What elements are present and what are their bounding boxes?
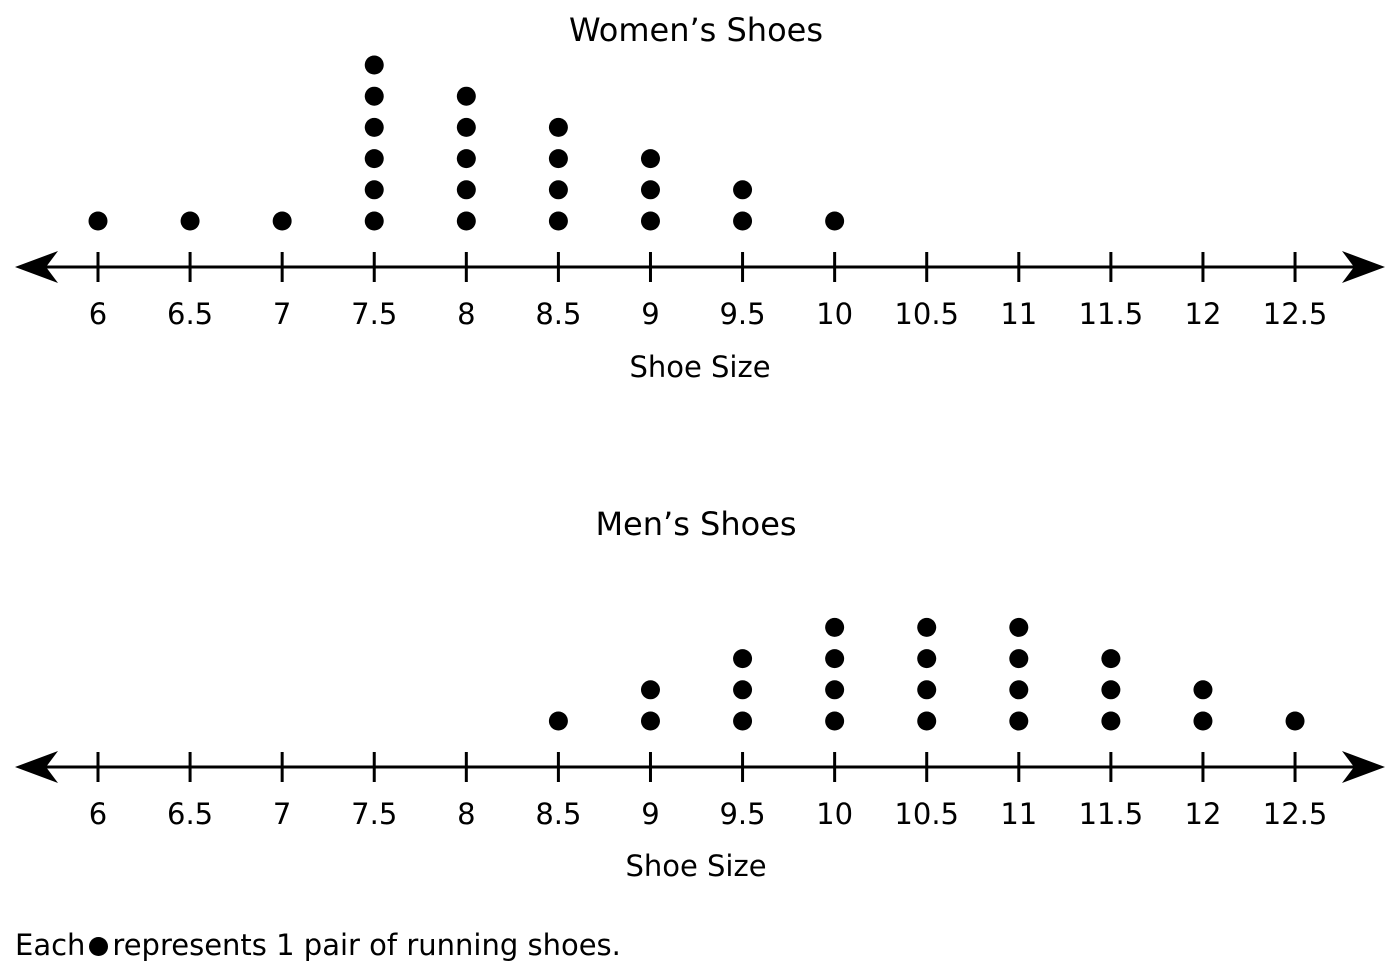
tick-label: 10.5 (894, 797, 959, 831)
data-dot (456, 211, 476, 231)
data-dot (825, 211, 845, 231)
data-dot (1009, 617, 1029, 637)
x-axis-label: Shoe Size (625, 849, 766, 883)
right-arrow-icon (1342, 251, 1385, 283)
data-dot (733, 211, 753, 231)
legend-dot-icon (89, 937, 109, 956)
data-dot (1009, 711, 1029, 731)
tick-label: 12 (1185, 297, 1222, 331)
chart-title: Men’s Shoes (595, 505, 796, 543)
tick-label: 11 (1000, 797, 1037, 831)
data-dot (548, 180, 568, 200)
tick-label: 6.5 (167, 297, 213, 331)
tick-label: 7 (273, 797, 291, 831)
data-dot (456, 149, 476, 169)
tick-label: 6 (89, 297, 107, 331)
data-dot (88, 211, 108, 231)
tick-label: 8.5 (535, 797, 581, 831)
data-dot (364, 211, 384, 231)
tick-label: 8.5 (535, 297, 581, 331)
data-dot (640, 180, 660, 200)
data-dot (825, 617, 845, 637)
tick-label: 10.5 (894, 297, 959, 331)
data-dot (364, 117, 384, 137)
data-dot (917, 680, 937, 700)
data-dot (364, 55, 384, 75)
data-dot (180, 211, 200, 231)
data-dot (640, 149, 660, 169)
tick-label: 9.5 (719, 797, 765, 831)
data-dot (640, 711, 660, 731)
data-dot (825, 711, 845, 731)
tick-label: 6.5 (167, 797, 213, 831)
tick-label: 11 (1000, 297, 1037, 331)
right-arrow-icon (1342, 751, 1385, 783)
left-arrow-icon (15, 751, 58, 783)
data-dot (1009, 649, 1029, 669)
data-dot (456, 117, 476, 137)
tick-label: 7.5 (351, 297, 397, 331)
data-dot (733, 711, 753, 731)
data-dot (548, 211, 568, 231)
data-dot (364, 180, 384, 200)
data-dot (456, 180, 476, 200)
tick-label: 11.5 (1079, 797, 1144, 831)
data-dot (272, 211, 292, 231)
tick-label: 12 (1185, 797, 1222, 831)
tick-label: 11.5 (1079, 297, 1144, 331)
tick-label: 10 (816, 297, 853, 331)
data-dot (1193, 680, 1213, 700)
data-dot (1101, 680, 1121, 700)
tick-label: 9 (641, 797, 659, 831)
legend-suffix: represents 1 pair of running shoes. (112, 928, 621, 962)
legend-prefix: Each (15, 928, 86, 962)
data-dot (364, 86, 384, 106)
chart-title: Women’s Shoes (569, 11, 823, 49)
tick-label: 9 (641, 297, 659, 331)
tick-label: 12.5 (1263, 297, 1328, 331)
x-axis-label: Shoe Size (629, 350, 770, 384)
data-dot (825, 649, 845, 669)
data-dot (548, 117, 568, 137)
legend-note: Each represents 1 pair of running shoes. (15, 928, 621, 962)
data-dot (917, 649, 937, 669)
data-dot (456, 86, 476, 106)
data-dot (640, 680, 660, 700)
data-dot (1009, 680, 1029, 700)
data-dot (548, 149, 568, 169)
data-dot (733, 180, 753, 200)
data-dot (733, 649, 753, 669)
tick-label: 8 (457, 797, 475, 831)
tick-label: 12.5 (1263, 797, 1328, 831)
tick-label: 6 (89, 797, 107, 831)
tick-label: 7 (273, 297, 291, 331)
data-dot (364, 149, 384, 169)
data-dot (733, 680, 753, 700)
data-dot (917, 711, 937, 731)
data-dot (825, 680, 845, 700)
data-dot (1285, 711, 1305, 731)
data-dot (640, 211, 660, 231)
tick-label: 9.5 (719, 297, 765, 331)
tick-label: 8 (457, 297, 475, 331)
data-dot (1193, 711, 1213, 731)
data-dot (1101, 711, 1121, 731)
data-dot (917, 617, 937, 637)
data-dot (1101, 649, 1121, 669)
tick-label: 10 (816, 797, 853, 831)
tick-label: 7.5 (351, 797, 397, 831)
data-dot (548, 711, 568, 731)
left-arrow-icon (15, 251, 58, 283)
